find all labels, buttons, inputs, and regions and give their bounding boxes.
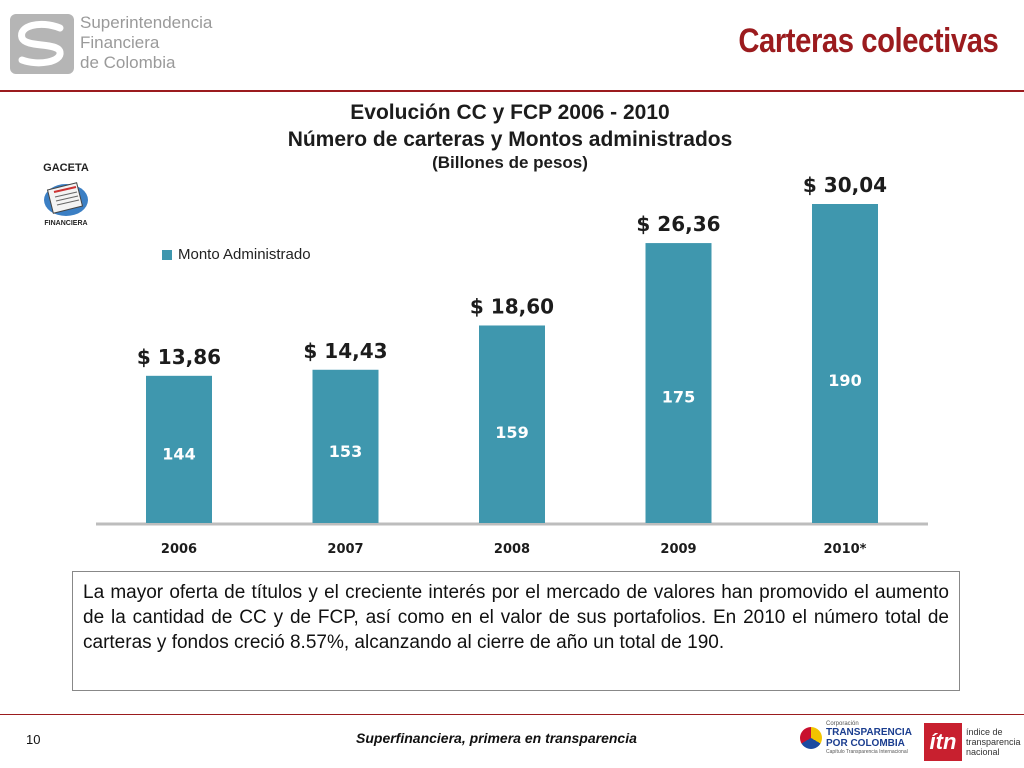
tpc-small-label: Corporación: [826, 721, 859, 727]
itn-logo: ítn índice de transparencia nacional: [924, 723, 1021, 761]
x-tick-label-2007: 2007: [327, 542, 363, 557]
summary-text: La mayor oferta de títulos y el crecient…: [83, 582, 949, 653]
bar-count-label-2006: 144: [162, 445, 195, 464]
footer-tagline: Superfinanciera, primera en transparenci…: [356, 730, 637, 746]
legend-label: Monto Administrado: [178, 246, 311, 263]
x-tick-label-2009: 2009: [660, 542, 696, 557]
slide-title: Carteras colectivas: [737, 22, 998, 60]
bar-count-label-2007: 153: [329, 442, 362, 461]
gaceta-bottom-label: FINANCIERA: [44, 220, 88, 227]
bar-2006: [146, 375, 212, 523]
chart-subtitle: Número de carteras y Montos administrado…: [287, 128, 733, 151]
chart-title: Evolución CC y FCP 2006 - 2010: [350, 101, 670, 124]
bar-value-label-2009: $ 26,36: [636, 212, 720, 236]
bar-count-label-2008: 159: [495, 423, 528, 442]
bar-2009: [645, 243, 712, 524]
page-number: 10: [26, 732, 41, 747]
bar-2008: [479, 325, 545, 523]
itn-line-2: transparencia: [966, 737, 1021, 747]
bar-value-label-2010*: $ 30,04: [803, 173, 887, 197]
bar-value-label-2007: $ 14,43: [303, 339, 387, 363]
org-name-line-2: Financiera: [80, 33, 160, 52]
x-tick-label-2010*: 2010*: [824, 542, 867, 557]
bar-count-label-2010*: 190: [828, 371, 861, 390]
chart-units-note: (Billones de pesos): [432, 153, 588, 172]
bar-2010*: [812, 204, 878, 523]
bar-2007: [312, 369, 379, 523]
transparencia-por-colombia-logo: Corporación TRANSPARENCIA POR COLOMBIA C…: [800, 721, 912, 755]
footer-divider: [0, 714, 1024, 715]
summary-textbox: La mayor oferta de títulos y el crecient…: [72, 571, 960, 691]
header-divider: [0, 90, 1024, 92]
org-name-line-1: Superintendencia: [80, 13, 213, 32]
gaceta-financiera-logo: GACETA FINANCIERA: [36, 162, 96, 234]
tpc-sub-label: Capítulo Transparencia Internacional: [826, 749, 908, 755]
org-name-line-3: de Colombia: [80, 53, 176, 72]
newspaper-icon: [44, 182, 88, 216]
superfinanciera-logo-icon: [10, 14, 74, 74]
x-tick-label-2008: 2008: [494, 542, 530, 557]
tpc-line-1: TRANSPARENCIA: [826, 727, 912, 738]
itn-line-1: índice de: [966, 727, 1003, 737]
bar-count-label-2009: 175: [662, 388, 695, 407]
bar-value-label-2006: $ 13,86: [137, 345, 221, 369]
tpc-line-2: POR COLOMBIA: [826, 738, 905, 749]
chart-legend: Monto Administrado: [162, 246, 311, 263]
itn-line-3: nacional: [966, 747, 1000, 757]
x-tick-label-2006: 2006: [161, 542, 197, 557]
bar-chart: $ 13,86 144 2006 $ 14,43 153 2007 $ 18,60 159 20…: [96, 173, 928, 557]
bar-value-label-2008: $ 18,60: [470, 294, 554, 318]
itn-mark: ítn: [924, 723, 962, 761]
colombia-flag-icon: [800, 727, 822, 749]
org-name: Superintendencia Financiera de Colombia: [80, 13, 212, 73]
legend-swatch: [162, 249, 172, 260]
gaceta-top-label: GACETA: [43, 162, 89, 174]
